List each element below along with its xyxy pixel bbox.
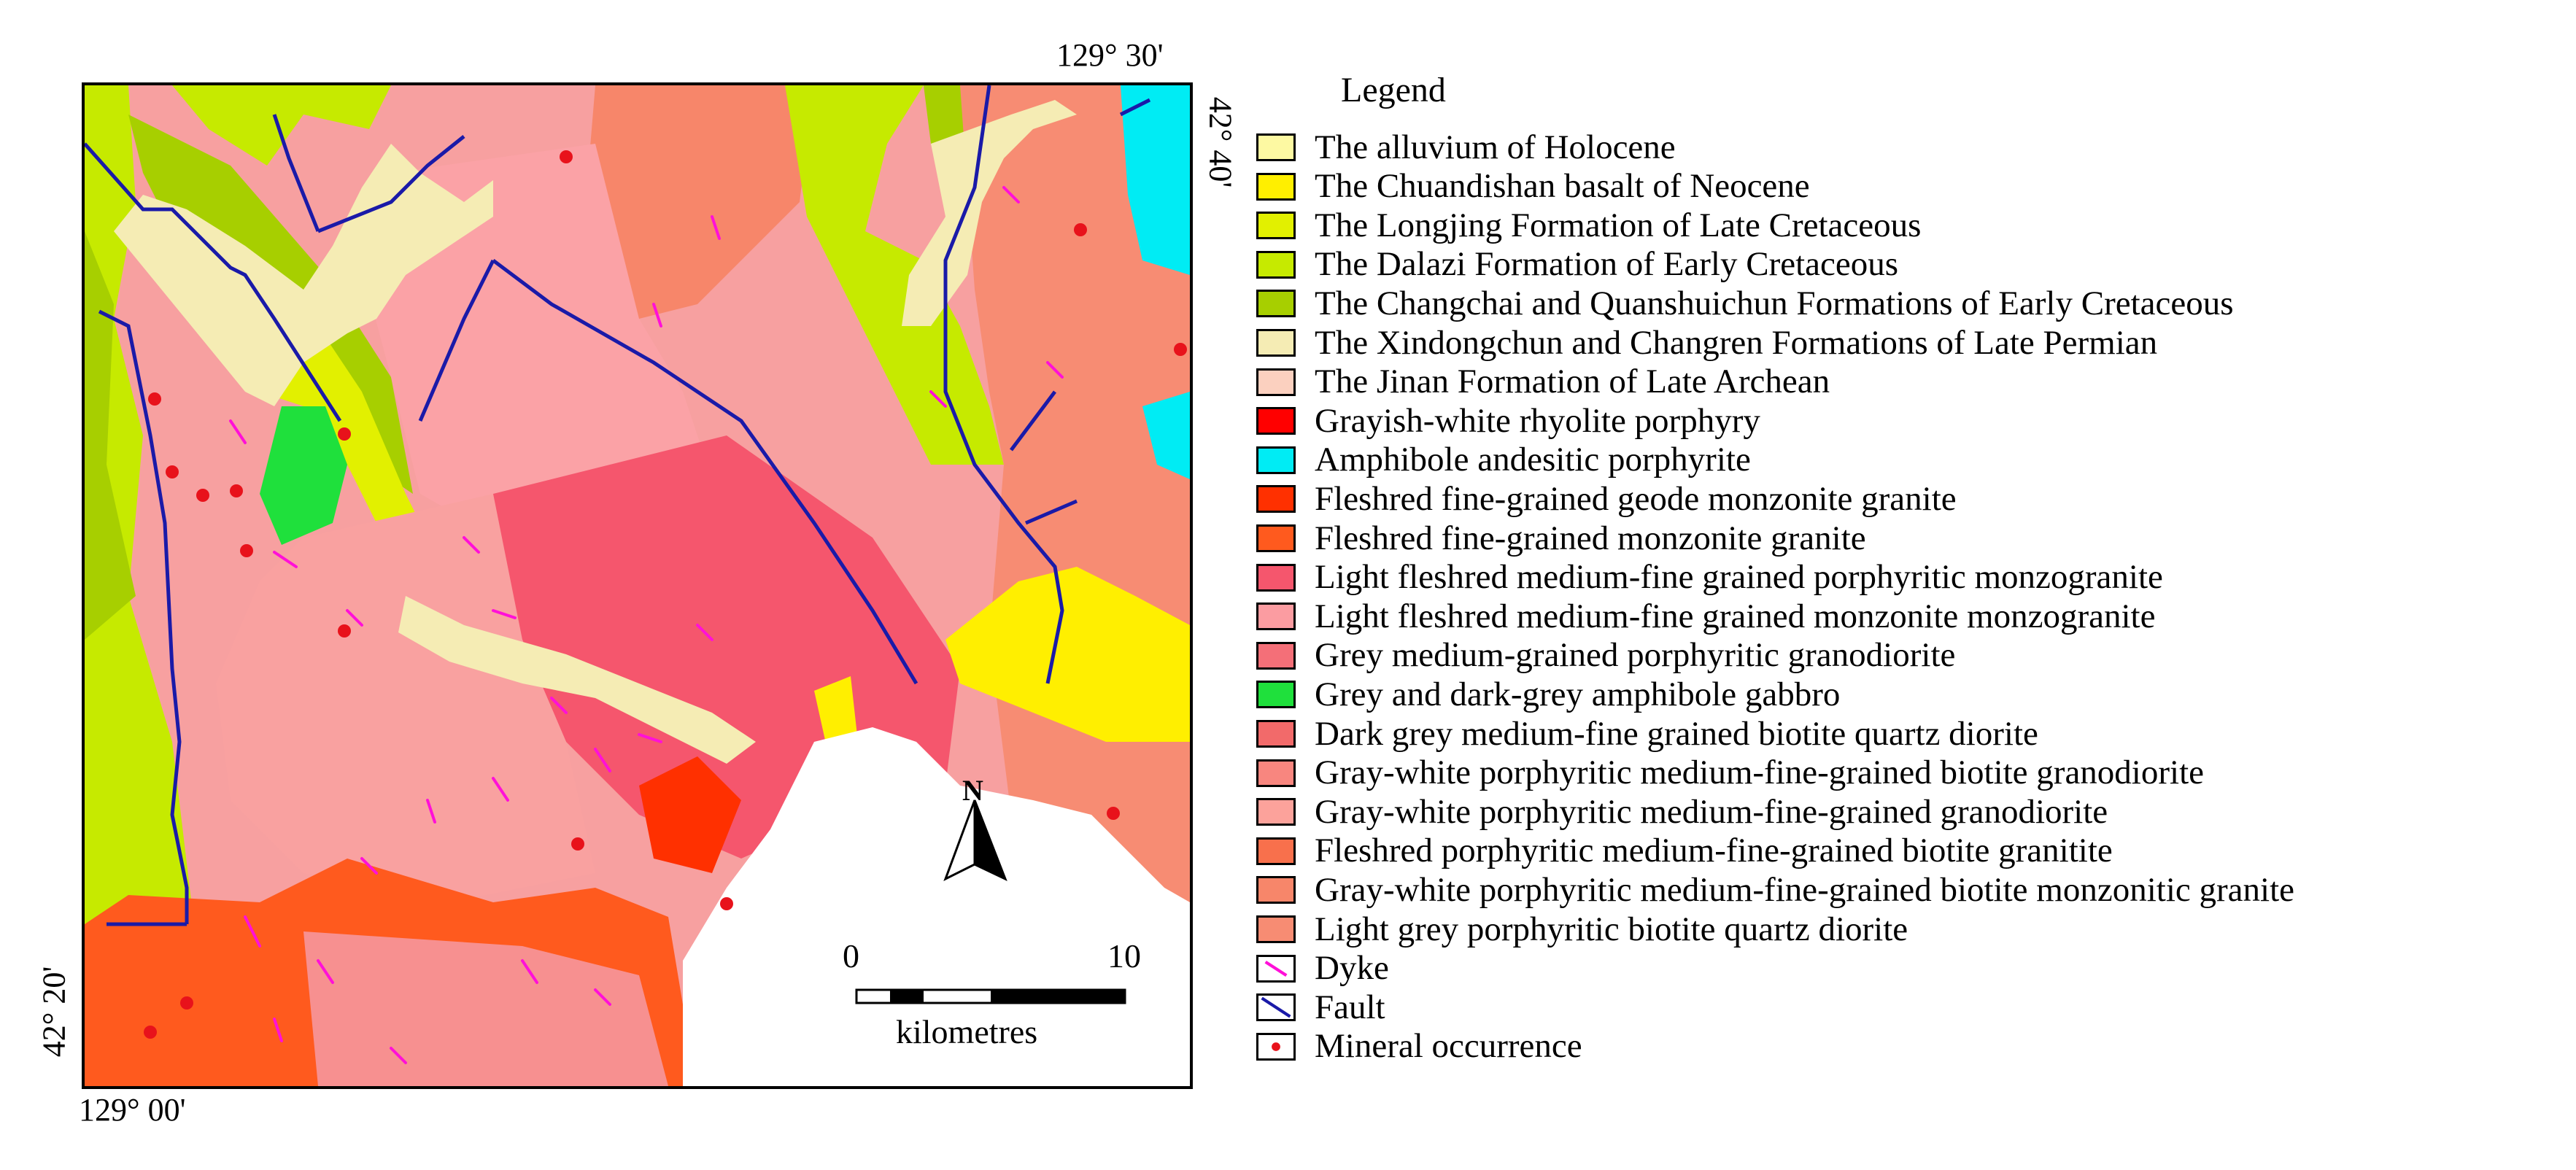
legend-label: Fleshred porphyritic medium-fine-grained… xyxy=(1315,832,2113,870)
coord-right-top: 42° 40' xyxy=(1202,96,1239,188)
legend-item: Grey medium-grained porphyritic granodio… xyxy=(1256,638,1955,673)
legend-swatch xyxy=(1256,798,1296,826)
legend-label: Grey medium-grained porphyritic granodio… xyxy=(1315,636,1956,675)
legend-label: The Chuandishan basalt of Neocene xyxy=(1315,167,1810,206)
legend-label: Dark grey medium-fine grained biotite qu… xyxy=(1315,714,2038,753)
legend-swatch xyxy=(1256,759,1296,787)
legend-item: Fleshred fine-grained geode monzonite gr… xyxy=(1256,481,1957,516)
legend-item: Fleshred fine-grained monzonite granite xyxy=(1256,521,1866,556)
legend-label: Grayish-white rhyolite porphyry xyxy=(1315,401,1760,440)
legend-label: The Longjing Formation of Late Cretaceou… xyxy=(1315,206,1922,244)
legend-swatch xyxy=(1256,837,1296,865)
legend-item: The Changchai and Quanshuichun Formation… xyxy=(1256,286,2234,321)
legend-label: The alluvium of Holocene xyxy=(1315,128,1676,166)
legend-swatch xyxy=(1256,485,1296,514)
fault-icon xyxy=(1256,993,1296,1022)
coord-bottom-left: 129° 00' xyxy=(79,1092,186,1128)
legend-item: Grayish-white rhyolite porphyry xyxy=(1256,403,1760,438)
legend-swatch xyxy=(1256,915,1296,943)
legend-item: Gray-white porphyritic medium-fine-grain… xyxy=(1256,872,2294,907)
legend-swatch xyxy=(1256,172,1296,201)
legend-swatch xyxy=(1256,212,1296,240)
coord-left-bottom: 42° 20' xyxy=(36,966,72,1058)
legend-label: The Changchai and Quanshuichun Formation… xyxy=(1315,284,2234,322)
legend-label: The Xindongchun and Changren Formations … xyxy=(1315,323,2158,362)
legend-swatch xyxy=(1256,681,1296,709)
legend-label: Gray-white porphyritic medium-fine-grain… xyxy=(1315,792,2108,831)
legend-label: Grey and dark-grey amphibole gabbro xyxy=(1315,675,1841,713)
geological-map-drawing xyxy=(85,85,1190,1086)
legend-item: Light fleshred medium-fine grained monzo… xyxy=(1256,599,2155,634)
legend-swatch xyxy=(1256,290,1296,318)
legend-swatch xyxy=(1256,876,1296,904)
legend-swatch xyxy=(1256,133,1296,161)
legend-item: Dyke xyxy=(1256,951,1389,986)
legend-item: Fault xyxy=(1256,990,1385,1025)
legend-swatch xyxy=(1256,524,1296,552)
legend-item: Mineral occurrence xyxy=(1256,1029,1582,1064)
legend-label: Light grey porphyritic biotite quartz di… xyxy=(1315,910,1908,948)
coord-top-right: 129° 30' xyxy=(1056,37,1164,73)
legend-item: The Jinan Formation of Late Archean xyxy=(1256,365,1830,400)
legend-swatch xyxy=(1256,368,1296,396)
legend-swatch xyxy=(1256,446,1296,474)
legend-item: Gray-white porphyritic medium-fine-grain… xyxy=(1256,756,2204,791)
legend-label: Dyke xyxy=(1315,949,1389,988)
geological-map[interactable] xyxy=(82,82,1193,1089)
legend-item: Gray-white porphyritic medium-fine-grain… xyxy=(1256,794,2108,829)
north-label: N xyxy=(962,774,983,807)
legend-label: Gray-white porphyritic medium-fine-grain… xyxy=(1315,753,2204,792)
north-arrow xyxy=(943,799,1007,882)
legend-swatch xyxy=(1256,563,1296,592)
legend-label: The Dalazi Formation of Early Cretaceous xyxy=(1315,245,1899,284)
legend-item: The alluvium of Holocene xyxy=(1256,130,1676,165)
legend-item: The Chuandishan basalt of Neocene xyxy=(1256,169,1810,204)
legend-swatch xyxy=(1256,720,1296,748)
legend-item: Dark grey medium-fine grained biotite qu… xyxy=(1256,716,2038,751)
dyke-icon xyxy=(1256,954,1296,983)
legend-label: Fault xyxy=(1315,988,1385,1026)
mineral-occurrence-icon xyxy=(1256,1032,1296,1061)
legend-label: Amphibole andesitic porphyrite xyxy=(1315,441,1751,479)
legend-swatch xyxy=(1256,407,1296,435)
legend-swatch xyxy=(1256,329,1296,357)
legend-label: Mineral occurrence xyxy=(1315,1027,1582,1066)
legend-item: The Xindongchun and Changren Formations … xyxy=(1256,325,2157,360)
legend-item: The Dalazi Formation of Early Cretaceous xyxy=(1256,247,1898,282)
scale-start-label: 0 xyxy=(843,937,859,975)
legend-label: Gray-white porphyritic medium-fine-grain… xyxy=(1315,870,2294,909)
legend-swatch xyxy=(1256,641,1296,670)
legend-item: Fleshred porphyritic medium-fine-grained… xyxy=(1256,834,2113,869)
legend-swatch xyxy=(1256,250,1296,279)
legend-item: Amphibole andesitic porphyrite xyxy=(1256,443,1751,478)
legend-swatch xyxy=(1256,603,1296,631)
legend-label: Light fleshred medium-fine grained porph… xyxy=(1315,558,2163,597)
legend-title: Legend xyxy=(1341,71,1446,109)
legend-label: Fleshred fine-grained monzonite granite xyxy=(1315,519,1866,557)
legend-label: Light fleshred medium-fine grained monzo… xyxy=(1315,597,2156,635)
legend-label: The Jinan Formation of Late Archean xyxy=(1315,363,1830,401)
scale-bar xyxy=(855,988,1126,1004)
legend-label: Fleshred fine-grained geode monzonite gr… xyxy=(1315,479,1957,518)
legend-item: Light fleshred medium-fine grained porph… xyxy=(1256,560,2163,595)
scale-end-label: 10 xyxy=(1107,937,1141,975)
legend-item: The Longjing Formation of Late Cretaceou… xyxy=(1256,208,1921,243)
legend-item: Light grey porphyritic biotite quartz di… xyxy=(1256,912,1908,947)
legend-item: Grey and dark-grey amphibole gabbro xyxy=(1256,677,1840,712)
scale-unit-label: kilometres xyxy=(896,1013,1038,1050)
